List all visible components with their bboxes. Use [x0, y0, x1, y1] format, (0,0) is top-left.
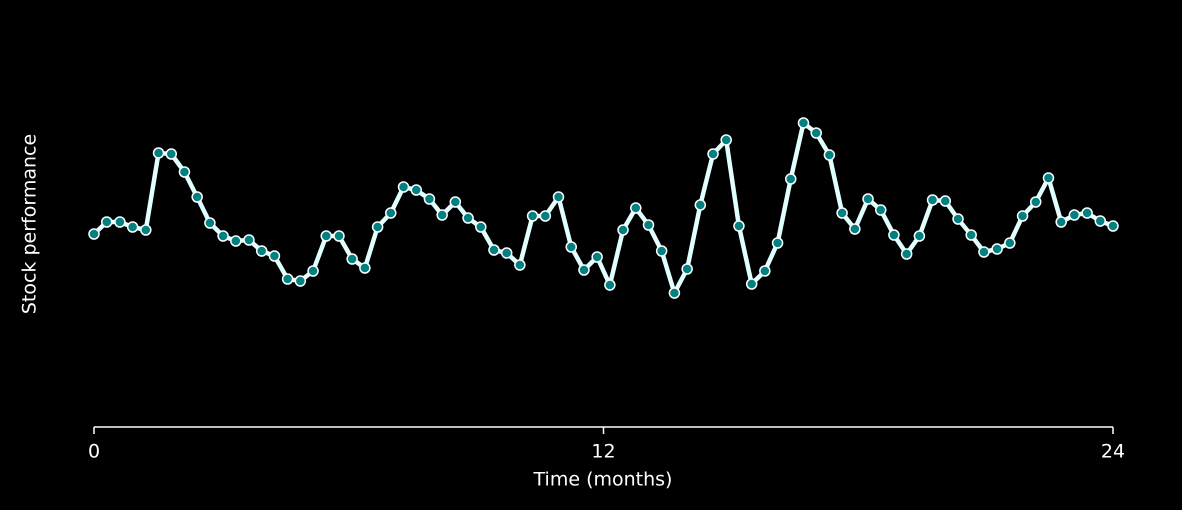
data-point	[178, 166, 191, 178]
x-tick-label: 0	[88, 441, 100, 463]
data-point	[565, 241, 577, 253]
x-tick-label: 12	[591, 441, 615, 463]
data-point	[385, 207, 397, 219]
data-point	[939, 195, 952, 207]
data-point	[965, 229, 977, 241]
data-point	[900, 248, 913, 260]
x-axis-label: Time (months)	[533, 469, 673, 491]
data-point	[539, 210, 552, 222]
data-point	[926, 194, 939, 206]
data-point	[307, 265, 319, 277]
data-point	[875, 204, 887, 216]
data-point	[449, 196, 462, 208]
data-point	[243, 234, 255, 246]
data-point	[140, 224, 152, 236]
data-point	[397, 181, 410, 193]
data-point	[1055, 216, 1067, 228]
data-point	[681, 263, 693, 275]
data-point	[1107, 220, 1119, 232]
data-point	[552, 191, 565, 203]
data-line	[92, 120, 1114, 296]
data-point	[268, 250, 281, 262]
data-point	[655, 245, 668, 257]
data-point	[359, 262, 371, 274]
data-point	[1094, 215, 1107, 227]
data-point	[204, 217, 216, 229]
data-point	[514, 259, 526, 271]
x-tick-label: 24	[1101, 441, 1125, 463]
data-point	[1004, 237, 1016, 249]
data-point	[294, 275, 307, 287]
data-point	[475, 221, 487, 233]
data-point	[745, 278, 758, 290]
data-point	[733, 220, 745, 232]
data-point	[462, 212, 474, 224]
data-point	[952, 213, 964, 225]
data-point	[668, 287, 681, 299]
data-point	[591, 251, 603, 263]
data-point	[849, 223, 861, 235]
data-point	[488, 244, 500, 256]
data-point	[191, 191, 203, 203]
data-point	[759, 265, 771, 277]
data-point	[1081, 207, 1093, 219]
data-point	[410, 184, 423, 196]
data-point	[1029, 196, 1042, 208]
data-point	[784, 173, 797, 185]
data-point	[152, 147, 165, 159]
data-point	[604, 279, 616, 291]
data-point	[720, 134, 732, 146]
data-point	[771, 237, 784, 249]
data-point	[217, 230, 229, 242]
data-point	[1042, 172, 1055, 184]
data-point	[333, 230, 345, 242]
data-point	[810, 127, 822, 139]
data-point	[320, 230, 332, 242]
data-point	[165, 148, 178, 160]
data-point	[862, 193, 874, 205]
data-point	[642, 219, 655, 231]
data-point	[230, 235, 242, 247]
data-point	[100, 216, 113, 228]
data-point	[694, 199, 707, 211]
data-point	[991, 243, 1003, 255]
data-point	[823, 149, 836, 161]
data-point	[707, 148, 719, 160]
data-point	[281, 273, 294, 285]
data-point	[978, 246, 990, 258]
y-axis-label: Stock performance	[19, 134, 41, 314]
data-point	[423, 193, 436, 205]
data-point	[526, 210, 539, 222]
data-point	[797, 117, 810, 129]
data-point	[913, 230, 926, 242]
data-point	[255, 245, 268, 257]
data-point	[1068, 209, 1081, 221]
data-point	[836, 207, 848, 219]
data-point	[346, 253, 358, 265]
data-point	[371, 221, 384, 233]
data-point	[88, 228, 100, 240]
data-point	[436, 209, 448, 221]
data-point	[888, 229, 900, 241]
data-point	[114, 216, 126, 228]
data-point	[578, 264, 590, 276]
data-point	[617, 224, 629, 236]
data-point	[500, 247, 513, 259]
data-point	[630, 202, 642, 214]
data-point	[126, 221, 139, 233]
data-point	[1016, 210, 1029, 222]
